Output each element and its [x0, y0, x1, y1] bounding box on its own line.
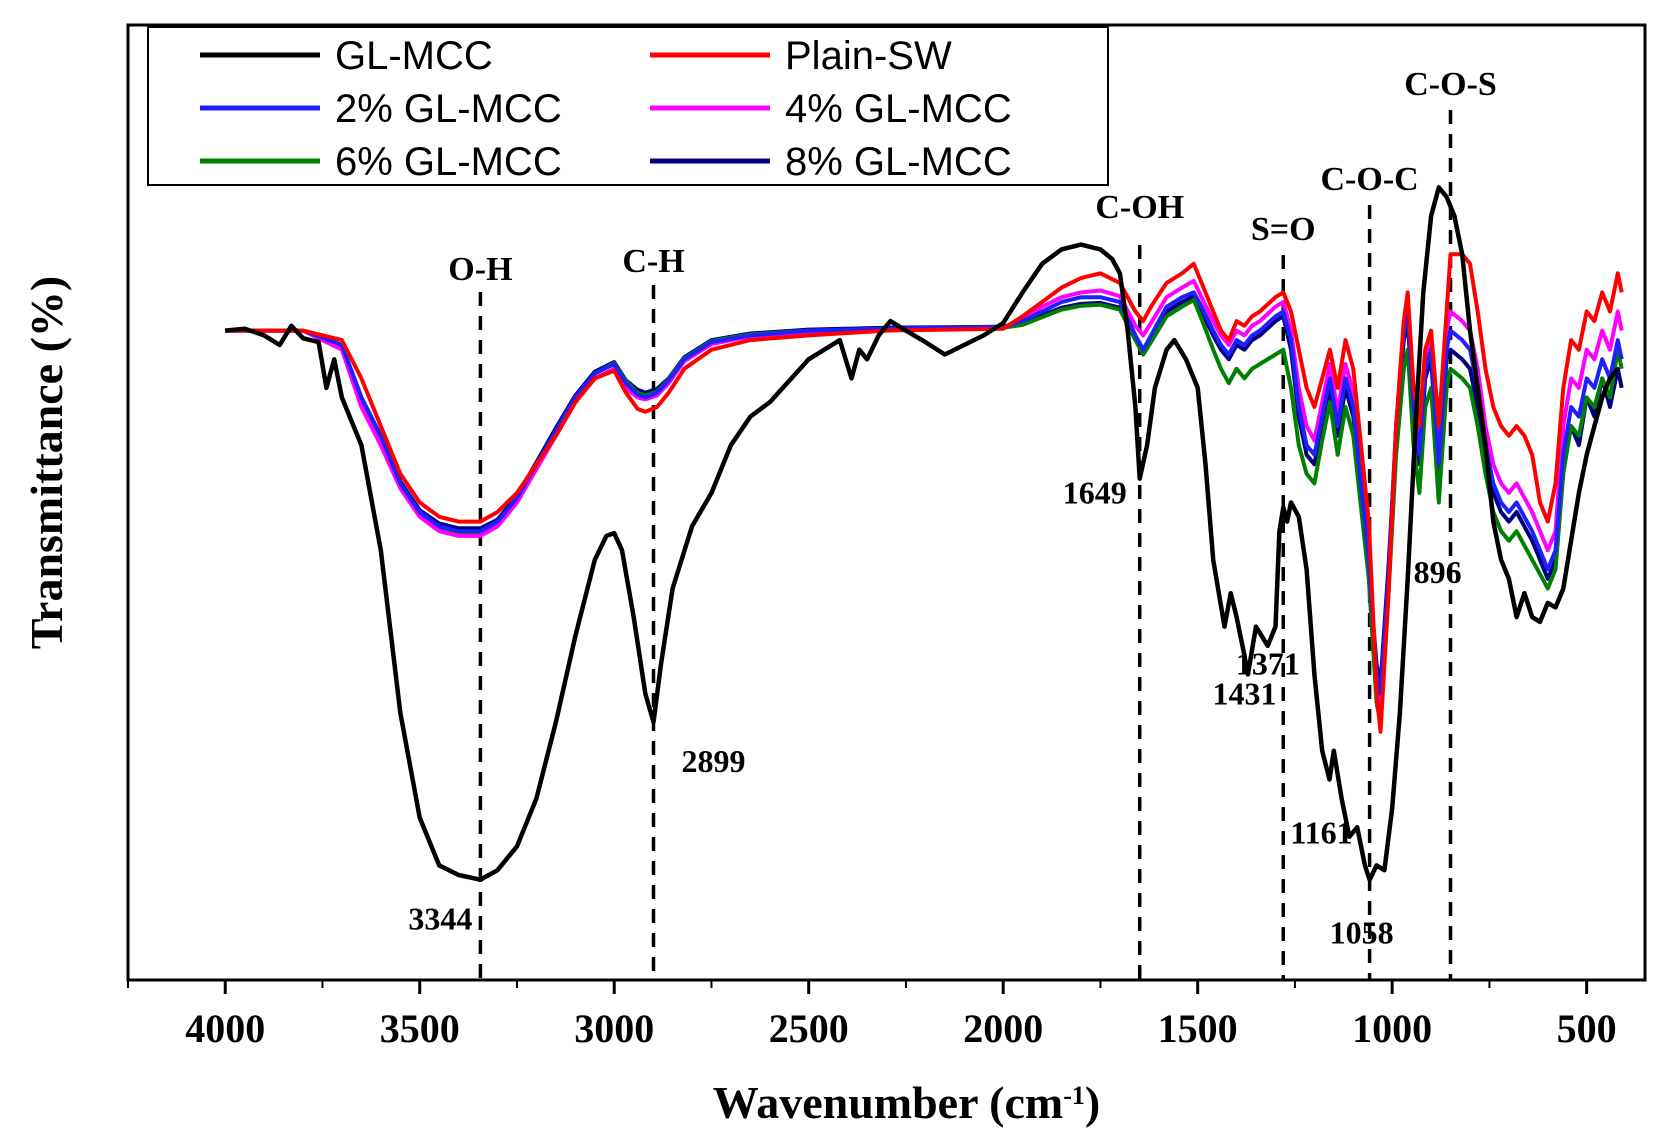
band-marker-layer: [478, 110, 1453, 980]
series-line-plain-sw: [225, 252, 1624, 734]
band-label: O-H: [448, 251, 512, 288]
legend: GL-MCC Plain-SW 2% GL-MCC 4% GL-MCC 6% GL-MC…: [147, 26, 1109, 186]
x-axis-title-sup: -1: [1063, 1081, 1085, 1110]
band-label: C-H: [622, 243, 684, 280]
legend-entry-label: 2% GL-MCC: [335, 87, 562, 131]
peak-label: 3344: [408, 901, 472, 937]
y-axis-title: Transmittance (%): [21, 276, 72, 649]
x-tick-label: 500: [1557, 1006, 1617, 1051]
x-tick-label: 1000: [1352, 1006, 1432, 1051]
series-layer: [224, 185, 1624, 882]
peak-label: 896: [1414, 554, 1462, 590]
peak-label: 1161: [1290, 814, 1352, 850]
peak-label: 2899: [682, 743, 746, 779]
legend-entry-label: 4% GL-MCC: [785, 87, 1012, 131]
x-axis-title-end: ): [1085, 1077, 1100, 1128]
x-axis-ticks: 4000 3500 3000 2500 2000 1500 1000 500: [127, 980, 1617, 1051]
band-label: C-O-S: [1404, 66, 1497, 103]
x-tick-label: 3000: [574, 1006, 654, 1051]
legend-entry-label: Plain-SW: [785, 34, 952, 78]
series-line-2-gl-mcc: [225, 290, 1624, 696]
x-axis-title-main: Wavenumber (cm: [713, 1077, 1064, 1128]
x-tick-label: 4000: [185, 1006, 265, 1051]
peak-label: 1649: [1063, 475, 1127, 511]
x-tick-label: 2500: [769, 1006, 849, 1051]
x-tick-label: 3500: [380, 1006, 460, 1051]
legend-entry-label: 8% GL-MCC: [785, 140, 1012, 184]
band-label: C-O-C: [1321, 161, 1419, 198]
x-tick-label: 2000: [963, 1006, 1043, 1051]
peak-label: 1371: [1236, 645, 1300, 681]
plot-frame: [126, 23, 1647, 982]
legend-entry-label: GL-MCC: [335, 34, 493, 78]
band-label: C-OH: [1095, 189, 1184, 226]
legend-entry-label: 6% GL-MCC: [335, 140, 562, 184]
band-label: S=O: [1251, 211, 1316, 248]
x-axis-title: Wavenumber (cm-1): [713, 1077, 1101, 1128]
peak-label: 1431: [1213, 676, 1277, 712]
x-tick-label: 1500: [1158, 1006, 1238, 1051]
peak-label: 1058: [1330, 915, 1394, 951]
label-layer: O-H C-HC-OHS=OC-O-CC-O-S33442899164914311…: [408, 66, 1496, 951]
series-line-gl-mcc: [224, 185, 1620, 882]
